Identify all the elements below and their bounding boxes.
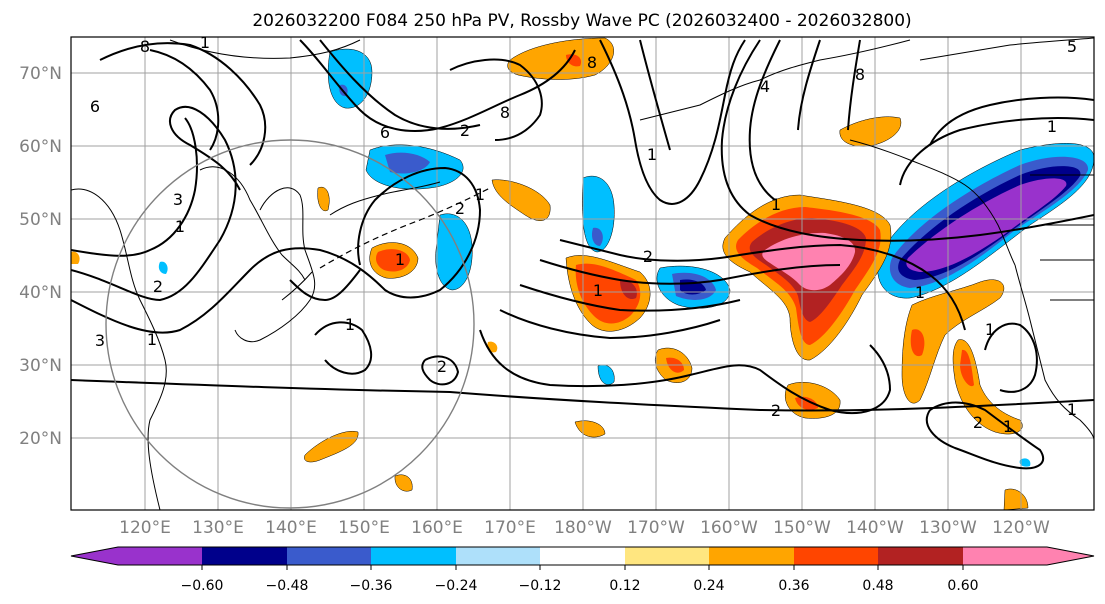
colorbar-segment bbox=[794, 547, 878, 565]
colorbar-outline bbox=[70, 546, 1095, 566]
contour-label: 8 bbox=[500, 103, 510, 122]
colorbar-segment bbox=[287, 547, 371, 565]
lat-label: 20°N bbox=[19, 429, 62, 449]
colorbar-tick-label: −0.24 bbox=[435, 578, 478, 594]
colorbar-tick-label: −0.48 bbox=[266, 578, 309, 594]
lon-label: 160°E bbox=[411, 518, 463, 538]
contour-label: 1 bbox=[147, 330, 157, 349]
contour-label: 8 bbox=[140, 37, 150, 56]
contour-label: 3 bbox=[173, 190, 183, 209]
lon-label: 120°E bbox=[119, 518, 171, 538]
grid bbox=[71, 37, 1094, 510]
colorbar-tick-label: 0.36 bbox=[778, 578, 809, 594]
contour-label: 2 bbox=[460, 121, 470, 140]
contour-label: 1 bbox=[1047, 117, 1057, 136]
lon-label: 130°W bbox=[919, 518, 977, 538]
lon-label: 160°W bbox=[700, 518, 758, 538]
colorbar-segment bbox=[709, 547, 794, 565]
contour-label: 1 bbox=[771, 195, 781, 214]
contour-label: 1 bbox=[647, 145, 657, 164]
colorbar-tick-label: 0.60 bbox=[947, 578, 978, 594]
lat-label: 60°N bbox=[19, 137, 62, 157]
colorbar-segment bbox=[625, 547, 709, 565]
contour-label: 2 bbox=[437, 357, 447, 376]
contour-label: 2 bbox=[643, 247, 653, 266]
contour-label: 1 bbox=[175, 217, 185, 236]
pv-contours bbox=[71, 39, 1094, 470]
contour-label: 1 bbox=[1067, 400, 1077, 419]
colorbar-segment bbox=[963, 547, 1094, 565]
lon-label: 150°W bbox=[773, 518, 831, 538]
colorbar-segment bbox=[371, 547, 456, 565]
contour-label: 1 bbox=[915, 283, 925, 302]
colorbar-tick-label: −0.36 bbox=[350, 578, 393, 594]
colorbar-segment bbox=[202, 547, 287, 565]
lon-label: 130°E bbox=[192, 518, 244, 538]
contour-label: 1 bbox=[475, 185, 485, 204]
contour-label: 2 bbox=[973, 413, 983, 432]
map-frame bbox=[70, 36, 1095, 511]
colorbar-tick-label: 0.24 bbox=[693, 578, 724, 594]
contour-label: 6 bbox=[90, 97, 100, 116]
figure-title: 2026032200 F084 250 hPa PV, Rossby Wave … bbox=[252, 11, 911, 31]
lat-label: 40°N bbox=[19, 283, 62, 303]
colorbar: −0.60 −0.48 −0.36 −0.24 −0.12 0.12 0.24 … bbox=[70, 546, 1095, 594]
contour-label: 6 bbox=[380, 123, 390, 142]
contour-label: 3 bbox=[95, 331, 105, 350]
contour-label: 1 bbox=[593, 281, 603, 300]
lat-label: 30°N bbox=[19, 356, 62, 376]
lon-label: 170°W bbox=[627, 518, 685, 538]
lon-label: 150°E bbox=[338, 518, 390, 538]
lon-label: 120°W bbox=[992, 518, 1050, 538]
contour-label: 1 bbox=[985, 320, 995, 339]
anomaly-blue-178w bbox=[581, 175, 615, 253]
lon-label: 140°E bbox=[265, 518, 317, 538]
lon-label: 180°W bbox=[554, 518, 612, 538]
lon-label: 140°W bbox=[846, 518, 904, 538]
contour-label: 1 bbox=[200, 33, 210, 52]
contour-label: 4 bbox=[760, 77, 770, 96]
map-panel: 8 1 6 1 8 4 8 8 5 6 2 1 2 1 3 2 1 3 1 1 … bbox=[71, 33, 1094, 510]
contour-label: 8 bbox=[587, 53, 597, 72]
colorbar-segment bbox=[540, 547, 625, 565]
contour-label: 2 bbox=[455, 199, 465, 218]
longitude-axis: 120°E 130°E 140°E 150°E 160°E 170°E 180°… bbox=[119, 518, 1050, 538]
contour-label: 8 bbox=[855, 65, 865, 84]
colorbar-tick-label: −0.60 bbox=[181, 578, 224, 594]
lat-label: 50°N bbox=[19, 210, 62, 230]
latitude-axis: 70°N 60°N 50°N 40°N 30°N 20°N bbox=[19, 64, 62, 449]
lon-label: 170°E bbox=[484, 518, 536, 538]
contour-label: 5 bbox=[1067, 37, 1077, 56]
contour-labels: 8 1 6 1 8 4 8 8 5 6 2 1 2 1 3 2 1 3 1 1 … bbox=[90, 33, 1077, 436]
range-circle bbox=[105, 139, 475, 509]
trough-axis-dashed bbox=[319, 187, 491, 269]
colorbar-tick-label: 0.12 bbox=[609, 578, 640, 594]
contour-label: 2 bbox=[153, 277, 163, 296]
colorbar-tick-label: 0.48 bbox=[862, 578, 893, 594]
contour-label: 1 bbox=[345, 315, 355, 334]
lat-label: 70°N bbox=[19, 64, 62, 84]
colorbar-segment bbox=[456, 547, 540, 565]
colorbar-tick-label: −0.12 bbox=[519, 578, 562, 594]
colorbar-segment bbox=[71, 547, 202, 565]
shaded-anomalies bbox=[71, 37, 1094, 510]
contour-label: 1 bbox=[395, 250, 405, 269]
colorbar-segment bbox=[878, 547, 963, 565]
contour-label: 1 bbox=[1003, 417, 1013, 436]
contour-label: 2 bbox=[771, 401, 781, 420]
